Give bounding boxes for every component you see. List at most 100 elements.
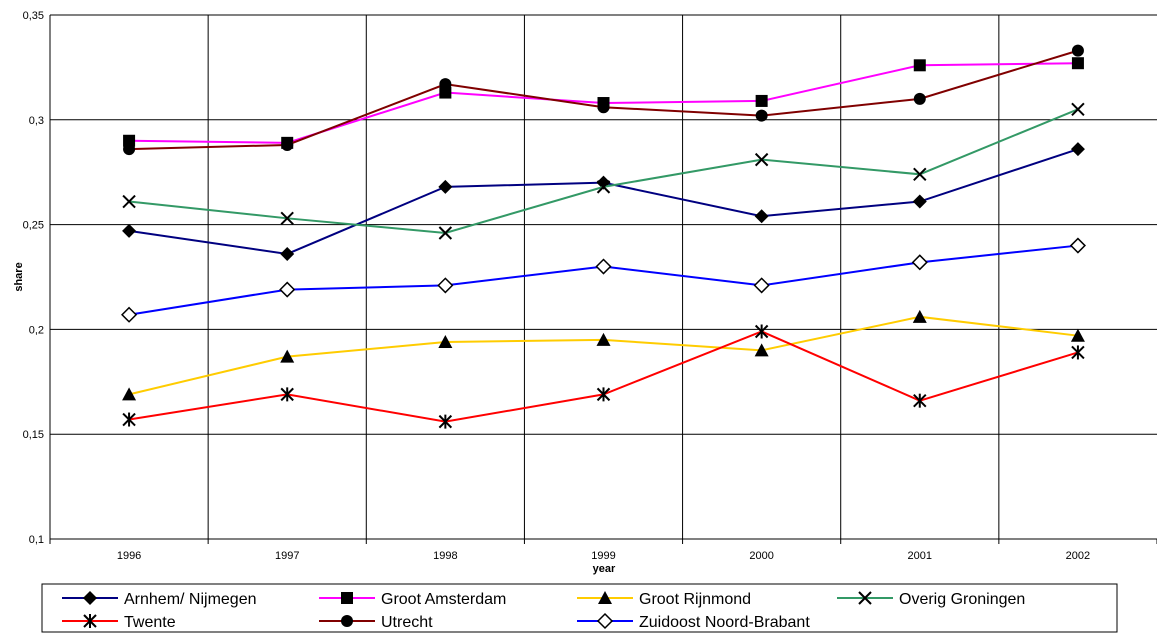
x-tick-label: 1998 (433, 550, 457, 562)
y-tick-label: 0,25 (23, 220, 44, 232)
x-tick-label: 1999 (591, 550, 615, 562)
x-tick-label: 1996 (117, 550, 141, 562)
marker-diamond-open (279, 281, 296, 298)
marker-circle (597, 101, 610, 114)
marker-circle (341, 615, 353, 627)
data-point (280, 211, 294, 226)
marker-diamond-open (911, 254, 928, 271)
legend-label: Zuidoost Noord-Brabant (639, 614, 810, 631)
marker-circle (439, 78, 452, 91)
series-line (122, 102, 1085, 240)
series-line (122, 309, 1085, 401)
data-point (596, 332, 611, 346)
data-point (596, 612, 614, 630)
data-point (858, 591, 872, 605)
data-point (912, 309, 927, 323)
marker-triangle (122, 387, 137, 401)
marker-triangle (280, 349, 295, 363)
data-point (122, 194, 136, 209)
marker-square (341, 592, 353, 604)
data-point (280, 387, 294, 402)
x-tick-label: 2000 (749, 550, 773, 562)
marker-triangle (754, 343, 769, 357)
data-point (279, 281, 296, 298)
y-tick-label: 0,2 (29, 324, 44, 336)
data-point (596, 387, 611, 402)
y-tick-label: 0,1 (29, 534, 44, 546)
legend-label: Twente (124, 614, 176, 631)
legend-item: Utrecht (319, 614, 433, 631)
data-point (1071, 102, 1085, 117)
marker-square (755, 94, 768, 107)
data-point (121, 306, 138, 323)
legend-item: Overig Groningen (837, 591, 1025, 608)
data-point (598, 591, 612, 604)
marker-triangle (912, 309, 927, 323)
data-point (754, 152, 769, 167)
marker-x-stroke (438, 226, 453, 240)
data-point (437, 277, 454, 294)
data-point (122, 412, 136, 427)
legend-label: Groot Rijnmond (639, 591, 751, 608)
legend-label: Groot Amsterdam (381, 591, 506, 608)
data-point (439, 86, 452, 99)
data-point (438, 334, 453, 348)
data-point (1069, 237, 1086, 254)
marker-x-stroke (122, 194, 136, 209)
axis-layer: 0,1 0,15 0,2 0,25 0,3 0,35 1996 1997 1998 1999 200… (23, 10, 1157, 562)
data-point (280, 246, 295, 261)
x-tick-label: 1997 (275, 550, 299, 562)
data-point (755, 109, 768, 122)
data-point (438, 226, 453, 240)
marker-triangle (438, 334, 453, 348)
data-point (280, 349, 295, 363)
legend-item: Zuidoost Noord-Brabant (577, 612, 810, 631)
marker-square (123, 134, 136, 147)
data-point (438, 414, 453, 429)
legend-label: Overig Groningen (899, 591, 1025, 608)
grid-layer (50, 14, 1157, 540)
data-point (1071, 44, 1084, 57)
marker-diamond (754, 209, 769, 224)
marker-diamond (122, 223, 137, 238)
data-point (122, 387, 137, 401)
data-point (913, 92, 926, 105)
y-tick-label: 0,15 (23, 429, 44, 441)
data-point (913, 393, 927, 408)
data-point (596, 180, 611, 194)
marker-diamond-open (437, 277, 454, 294)
data-point (911, 254, 928, 271)
marker-circle (1071, 44, 1084, 57)
x-axis-title: year (593, 563, 616, 575)
data-point (438, 179, 453, 194)
marker-diamond (1070, 142, 1085, 157)
marker-square (439, 86, 452, 99)
marker-triangle (598, 591, 612, 604)
data-point (912, 194, 927, 209)
data-point (1071, 57, 1084, 70)
marker-x-stroke (280, 211, 294, 226)
data-point (754, 343, 769, 357)
data-point (83, 614, 97, 628)
marker-x-stroke (913, 167, 927, 182)
series-line (123, 44, 1084, 156)
legend-item: Arnhem/ Nijmegen (62, 591, 257, 608)
marker-x-stroke (1071, 102, 1085, 117)
data-point (1071, 345, 1085, 360)
marker-triangle (596, 332, 611, 346)
marker-diamond (438, 179, 453, 194)
marker-x-stroke (754, 152, 769, 167)
data-point (595, 258, 612, 275)
marker-circle (755, 109, 768, 122)
marker-triangle (1070, 328, 1085, 342)
data-point (83, 591, 97, 605)
data-point (1070, 328, 1085, 342)
data-point (597, 101, 610, 114)
series-line (121, 237, 1086, 323)
data-point (123, 134, 136, 147)
marker-diamond-open (595, 258, 612, 275)
marker-circle (281, 138, 294, 151)
legend-label: Utrecht (381, 614, 433, 631)
